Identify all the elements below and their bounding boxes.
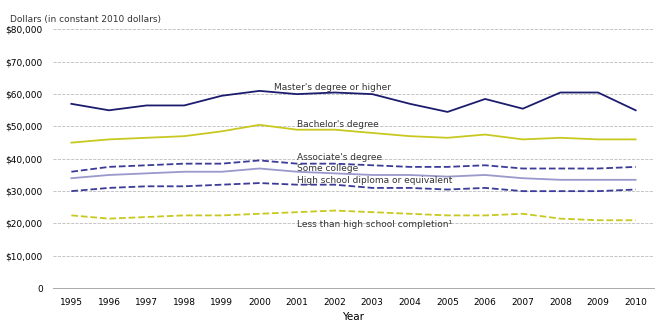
- Text: Master's degree or higher: Master's degree or higher: [275, 83, 391, 92]
- Text: Some college: Some college: [297, 164, 358, 173]
- Text: Less than high school completion¹: Less than high school completion¹: [297, 220, 452, 229]
- Text: Bachelor's degree: Bachelor's degree: [297, 120, 379, 129]
- X-axis label: Year: Year: [343, 313, 364, 322]
- Text: High school diploma or equivalent: High school diploma or equivalent: [297, 176, 453, 185]
- Text: Associate's degree: Associate's degree: [297, 153, 382, 162]
- Text: Dollars (in constant 2010 dollars): Dollars (in constant 2010 dollars): [11, 15, 162, 24]
